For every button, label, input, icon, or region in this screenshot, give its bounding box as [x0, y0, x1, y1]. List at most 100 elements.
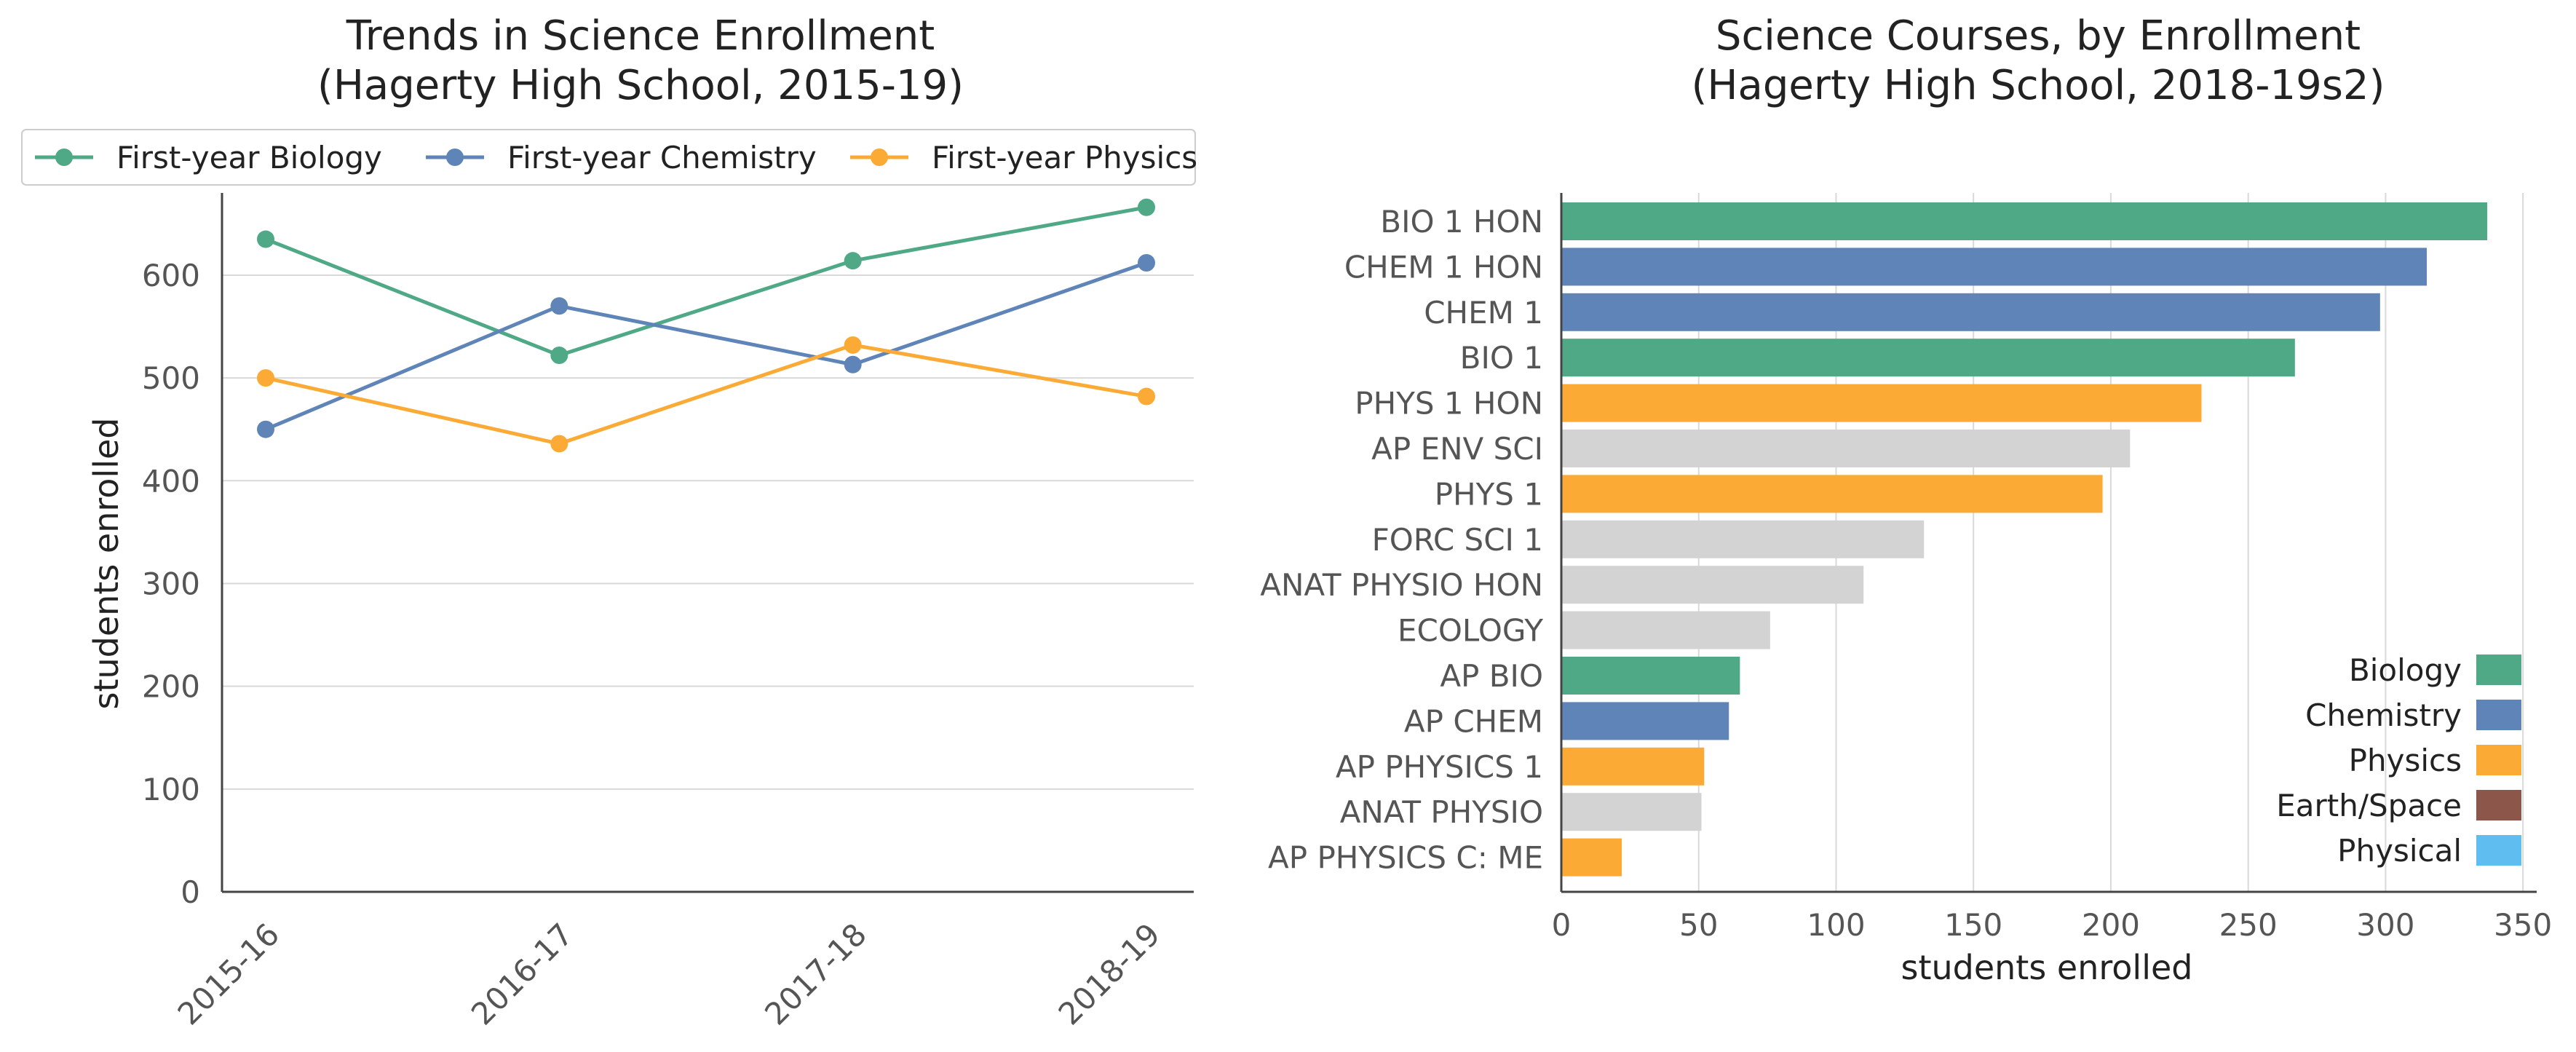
bar-ap-env-sci — [1561, 430, 2131, 467]
data-point-first-year-biology-2017-18 — [844, 252, 862, 270]
bar-chart-x-ticks: 0 50 100 150 200 250 300 350 — [1552, 907, 2553, 943]
bar-chart-legend: Biology Chemistry Physics Earth/Space Physic… — [2276, 652, 2521, 869]
bar-forc-sci-1 — [1561, 520, 1925, 558]
legend-marker-first-year-chemistry — [446, 149, 464, 166]
x-tick-label-2017-18: 2017-18 — [758, 917, 873, 1032]
x-tick-label-250: 250 — [2219, 907, 2278, 943]
x-tick-label-2016-17: 2016-17 — [464, 917, 580, 1032]
bar-chart-category-labels: BIO 1 HON CHEM 1 HON CHEM 1 BIO 1 PHYS 1 HON… — [1260, 204, 1543, 876]
data-point-first-year-biology-2016-17 — [550, 347, 568, 365]
legend-frame — [21, 129, 1196, 186]
category-label-ap-physics-c-me: AP PHYSICS C: ME — [1268, 840, 1543, 876]
category-label-phys-1: PHYS 1 — [1435, 476, 1543, 512]
y-tick-label-500: 500 — [142, 360, 200, 396]
bar-chem-1-hon — [1561, 248, 2428, 286]
series-line-first-year-biology — [265, 205, 1147, 357]
line-chart-y-ticks: 0 100 200 300 400 500 600 — [142, 258, 200, 910]
legend-label-physics: Physics — [2349, 743, 2462, 778]
bar-phys-1-hon — [1561, 384, 2202, 422]
data-point-first-year-biology-2018-19 — [1138, 198, 1155, 216]
legend-swatch-physical — [2476, 835, 2521, 866]
data-point-first-year-physics-2016-17 — [550, 435, 568, 453]
category-label-ap-env-sci: AP ENV SCI — [1371, 431, 1543, 467]
line-chart-legend: First-year Biology First-year Chemistry Fi… — [21, 129, 1197, 186]
x-tick-label-150: 150 — [1944, 907, 2002, 943]
series-line-first-year-chemistry — [265, 261, 1147, 432]
data-point-first-year-biology-2015-16 — [257, 230, 274, 248]
data-point-first-year-chemistry-2018-19 — [1138, 254, 1155, 272]
line-chart-gridlines — [222, 274, 1194, 893]
line-chart-y-axis-label: students enrolled — [87, 418, 126, 710]
data-point-first-year-chemistry-2016-17 — [550, 297, 568, 315]
line-chart-axes — [221, 193, 1194, 893]
legend-swatch-biology — [2476, 654, 2521, 685]
legend-marker-first-year-physics — [871, 149, 888, 166]
category-label-anat-physio: ANAT PHYSIO — [1340, 794, 1543, 830]
bar-chem-1 — [1561, 293, 2380, 331]
data-point-first-year-chemistry-2015-16 — [257, 420, 274, 438]
line-chart-title-line-1: Trends in Science Enrollment — [346, 12, 935, 60]
x-tick-label-350: 350 — [2494, 907, 2552, 943]
legend-label-physical: Physical — [2337, 833, 2462, 869]
data-point-first-year-physics-2018-19 — [1138, 387, 1155, 406]
data-point-first-year-chemistry-2017-18 — [844, 355, 862, 373]
line-chart-enrollment-trends: 0 100 200 300 400 500 600 2015-16 2016-17 2017-1… — [21, 12, 1197, 1032]
y-tick-label-200: 200 — [142, 669, 200, 705]
x-tick-label-2015-16: 2015-16 — [171, 917, 287, 1032]
category-label-ap-chem: AP CHEM — [1404, 703, 1543, 739]
bar-ap-bio — [1561, 657, 1740, 695]
bar-ecology — [1561, 611, 1770, 649]
bar-bio-1 — [1561, 339, 2295, 377]
x-tick-label-200: 200 — [2082, 907, 2140, 943]
bar-chart-courses-by-enrollment: BIO 1 HON CHEM 1 HON CHEM 1 BIO 1 PHYS 1 HON… — [1260, 12, 2552, 987]
category-label-ap-bio: AP BIO — [1440, 658, 1543, 694]
y-tick-label-0: 0 — [181, 874, 200, 910]
x-tick-label-50: 50 — [1679, 907, 1718, 943]
bar-ap-chem — [1561, 702, 1729, 740]
category-label-bio-1-hon: BIO 1 HON — [1380, 204, 1543, 240]
legend-label-earth-space: Earth/Space — [2276, 788, 2462, 823]
x-tick-label-100: 100 — [1807, 907, 1865, 943]
series-line-first-year-physics — [265, 343, 1147, 446]
legend-label-biology: Biology — [2349, 652, 2462, 688]
bar-phys-1 — [1561, 475, 2103, 513]
bar-chart-title-line-1: Science Courses, by Enrollment — [1716, 12, 2361, 60]
data-point-first-year-physics-2015-16 — [257, 369, 274, 387]
legend-swatch-physics — [2476, 745, 2521, 775]
y-tick-label-600: 600 — [142, 258, 200, 293]
data-point-first-year-physics-2017-18 — [844, 336, 862, 354]
y-tick-label-300: 300 — [142, 566, 200, 601]
category-label-ap-physics-1: AP PHYSICS 1 — [1336, 749, 1543, 785]
category-label-anat-physio-hon: ANAT PHYSIO HON — [1260, 567, 1543, 603]
category-label-ecology: ECOLOGY — [1398, 613, 1543, 649]
legend-label-chemistry: Chemistry — [2305, 697, 2462, 733]
legend-swatch-earth-space — [2476, 790, 2521, 820]
bar-chart-bars — [1561, 202, 2488, 877]
line-chart-series — [257, 198, 1155, 453]
bar-ap-physics-c-me — [1561, 838, 1622, 877]
bar-chart-axes — [1560, 193, 2537, 893]
y-tick-label-100: 100 — [142, 772, 200, 807]
y-tick-label-400: 400 — [142, 463, 200, 499]
bar-anat-physio — [1561, 793, 1702, 831]
legend-label-first-year-biology: First-year Biology — [116, 140, 382, 175]
legend-label-first-year-physics: First-year Physics — [932, 140, 1197, 175]
x-tick-label-0: 0 — [1552, 907, 1572, 943]
category-label-chem-1-hon: CHEM 1 HON — [1344, 249, 1543, 285]
category-label-forc-sci-1: FORC SCI 1 — [1372, 522, 1543, 558]
line-chart-title-line-2: (Hagerty High School, 2015-19) — [317, 62, 964, 109]
bar-chart-title-line-2: (Hagerty High School, 2018-19s2) — [1692, 62, 2385, 109]
bar-ap-physics-1 — [1561, 747, 1705, 786]
category-label-bio-1: BIO 1 — [1460, 340, 1543, 376]
legend-label-first-year-chemistry: First-year Chemistry — [507, 140, 817, 175]
bar-anat-physio-hon — [1561, 566, 1864, 604]
x-tick-label-2018-19: 2018-19 — [1052, 917, 1168, 1032]
bar-bio-1-hon — [1561, 202, 2488, 240]
x-tick-label-300: 300 — [2356, 907, 2414, 943]
line-chart-x-ticks: 2015-16 2016-17 2017-18 2018-19 — [171, 917, 1168, 1032]
category-label-phys-1-hon: PHYS 1 HON — [1355, 386, 1543, 422]
category-label-chem-1: CHEM 1 — [1424, 295, 1543, 331]
bar-chart-x-axis-label: students enrolled — [1901, 948, 2193, 987]
legend-marker-first-year-biology — [55, 149, 73, 166]
